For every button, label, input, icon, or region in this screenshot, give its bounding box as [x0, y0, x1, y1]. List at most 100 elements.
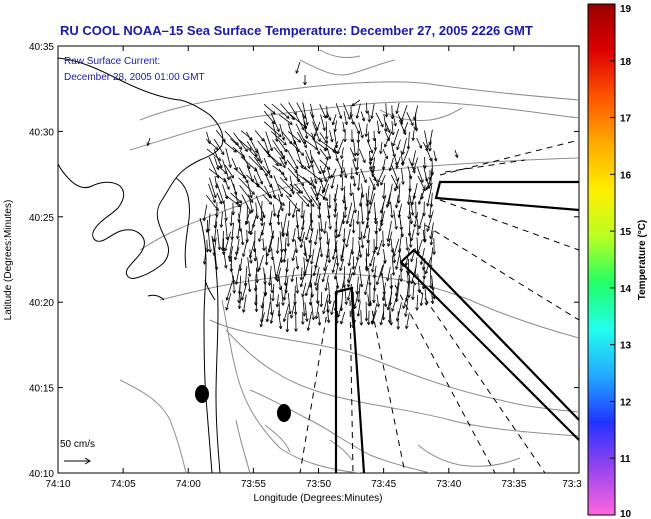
current-vector: [270, 112, 280, 132]
current-vector: [272, 258, 277, 281]
current-vector-head: [395, 165, 399, 169]
current-vector: [220, 211, 223, 228]
current-vector: [312, 167, 317, 184]
current-vector-head: [327, 259, 332, 263]
current-vector-head: [340, 155, 344, 159]
current-vector-head: [299, 244, 304, 248]
current-vector-head: [350, 139, 354, 143]
current-vector-head: [295, 70, 299, 74]
current-vector-head: [396, 326, 401, 330]
current-vector-head: [238, 199, 243, 204]
current-vector: [405, 236, 408, 251]
current-vector: [309, 240, 312, 258]
current-vector: [391, 165, 399, 182]
map-title: RU COOL NOAA–15 Sea Surface Temperature:…: [60, 23, 533, 38]
x-tick-label: 73:40: [436, 479, 461, 490]
current-vector-head: [316, 151, 321, 155]
current-vector: [226, 282, 233, 301]
current-vector: [311, 302, 314, 320]
current-vector: [230, 138, 243, 150]
current-vector-head: [358, 254, 363, 258]
current-vector: [380, 141, 383, 154]
current-vector: [224, 194, 242, 208]
current-vector-head: [242, 253, 246, 257]
current-vector-head: [415, 252, 420, 256]
colorbar-tick-label: 18: [620, 57, 632, 68]
current-vector: [263, 138, 270, 154]
current-vector-head: [287, 213, 292, 217]
current-vector-head: [428, 214, 432, 219]
current-vector: [239, 258, 243, 272]
current-vector-head: [331, 269, 336, 273]
current-vector: [368, 192, 376, 214]
coastline: [58, 57, 224, 473]
current-vector: [280, 150, 287, 165]
current-vector: [295, 123, 306, 144]
current-vector: [326, 300, 329, 313]
current-vector-head: [414, 127, 419, 132]
current-vector: [276, 257, 282, 278]
current-vector: [261, 212, 264, 226]
current-vector: [303, 240, 306, 256]
current-vector-head: [432, 295, 436, 300]
current-vector: [233, 275, 235, 294]
current-vector-head: [256, 157, 260, 162]
current-vector-head: [401, 151, 406, 155]
current-vector-head: [327, 205, 332, 209]
current-vector: [358, 148, 366, 163]
current-vector: [341, 176, 343, 191]
current-vector: [367, 185, 370, 203]
current-vector: [281, 285, 284, 306]
current-vector-head: [426, 228, 430, 232]
current-vector-head: [304, 292, 309, 297]
current-vector: [264, 185, 271, 198]
current-vector: [365, 258, 368, 272]
current-vector-head: [269, 174, 273, 179]
current-vector-head: [362, 159, 366, 164]
current-vector: [208, 231, 211, 253]
current-vector: [409, 230, 412, 248]
current-vector: [429, 140, 432, 152]
current-vector: [265, 174, 272, 188]
current-vector: [239, 184, 254, 203]
current-vector-head: [392, 142, 396, 147]
current-vector: [303, 120, 308, 139]
current-vector: [304, 167, 323, 183]
colorbar: 19 18 17 16 15 14 13 12 11 10 Temperature (°C): [587, 3, 648, 519]
current-vector: [235, 264, 241, 285]
current-vector: [386, 193, 391, 208]
current-vector-head: [369, 149, 374, 154]
current-vector: [368, 111, 370, 123]
current-vector: [254, 167, 263, 185]
current-vector: [233, 183, 239, 205]
x-tick-label: 74:10: [45, 479, 70, 490]
current-vector: [412, 130, 415, 141]
current-vector-head: [404, 262, 409, 266]
current-vector-head: [310, 260, 314, 265]
current-vector-head: [240, 241, 245, 246]
current-vector-head: [376, 252, 380, 256]
current-vector: [401, 168, 404, 185]
current-vector: [319, 104, 327, 119]
current-vector: [278, 139, 288, 153]
current-vector: [248, 194, 253, 213]
current-vector: [417, 273, 420, 293]
current-vector-head: [251, 191, 255, 195]
current-vector: [304, 149, 314, 168]
current-vector-head: [232, 290, 236, 294]
current-vector: [391, 255, 395, 276]
current-vector-head: [401, 161, 406, 165]
current-vector-head: [245, 179, 249, 184]
current-vector: [406, 282, 409, 302]
current-vector-head: [360, 221, 365, 225]
current-vector: [270, 274, 273, 293]
current-vector-head: [229, 222, 234, 227]
current-vector-head: [399, 278, 403, 282]
current-vector: [272, 283, 275, 302]
current-vector-head: [304, 135, 309, 139]
current-vector-head: [351, 102, 356, 107]
current-vector: [283, 303, 290, 322]
current-vector-head: [424, 270, 429, 275]
current-vector: [408, 203, 411, 220]
current-vector-head: [283, 161, 287, 165]
